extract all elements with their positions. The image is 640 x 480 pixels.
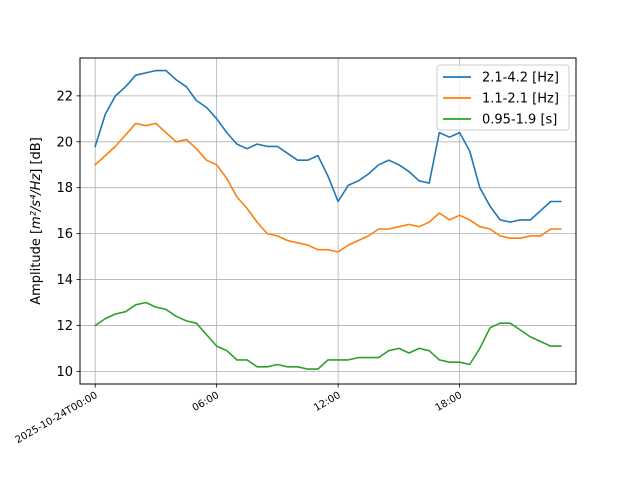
x-tick-label: 12:00: [312, 390, 342, 414]
y-axis-label: Amplitude [m²/s⁴/Hz] [dB]: [29, 137, 44, 305]
series-line-2: [94, 122, 562, 253]
y-axis-ticks: 10 12 14 16 18 20 22: [56, 89, 80, 380]
x-tick-label: 18:00: [434, 390, 464, 414]
legend: 2.1-4.2 [Hz] 1.1-2.1 [Hz] 0.95-1.9 [s]: [436, 64, 570, 131]
legend-box: [436, 64, 570, 131]
y-tick-label: 22: [56, 89, 73, 104]
y-tick-label: 16: [56, 227, 73, 242]
legend-label: 1.1-2.1 [Hz]: [482, 92, 559, 107]
y-axis-label-unit: ] [dB]: [29, 137, 44, 174]
plot-frame: [79, 57, 577, 385]
y-tick-label: 14: [56, 273, 73, 288]
x-axis-ticks: 2025-10-24T00:00 06:00 12:00 18:00: [14, 384, 464, 446]
y-tick-label: 12: [56, 319, 73, 334]
legend-label: 2.1-4.2 [Hz]: [482, 71, 559, 86]
y-tick-label: 10: [56, 365, 73, 380]
y-tick-label: 20: [56, 135, 73, 150]
x-tick-label: 06:00: [191, 390, 221, 414]
series-line-3: [94, 301, 562, 370]
y-axis-label-math: m²/s⁴/Hz: [29, 173, 44, 229]
x-tick-label: 2025-10-24T00:00: [14, 390, 100, 446]
grid-lines: [80, 58, 576, 384]
legend-label: 0.95-1.9 [s]: [482, 113, 557, 128]
y-tick-label: 18: [56, 181, 73, 196]
y-axis-label-main: Amplitude [: [29, 229, 44, 305]
series-line-1: [94, 69, 562, 223]
series-lines: [94, 69, 562, 370]
